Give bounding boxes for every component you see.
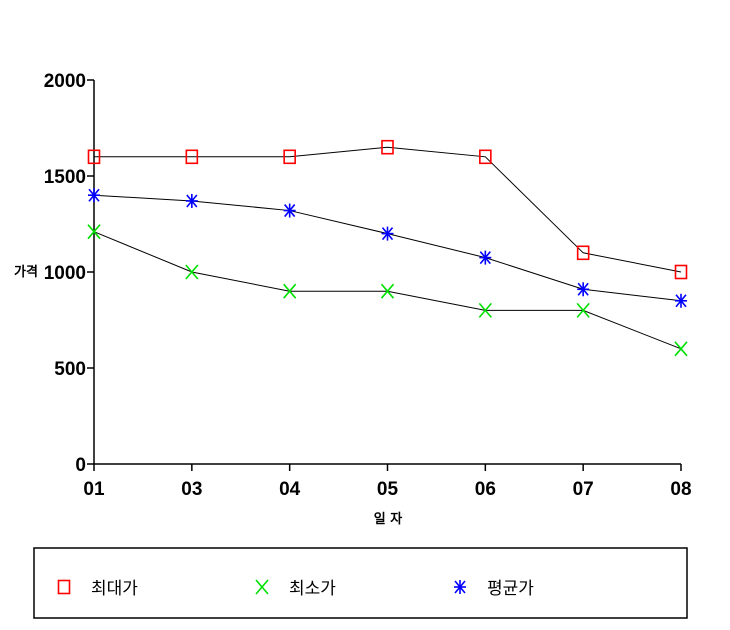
- data-point-marker: [576, 302, 590, 318]
- legend: 최대가 최소가 평균가: [33, 547, 688, 619]
- y-tick-label: 0: [75, 455, 86, 476]
- x-tick-label: 06: [475, 479, 496, 500]
- legend-marker: [454, 580, 466, 594]
- x-tick-label: 04: [279, 479, 301, 500]
- data-point-marker: [576, 245, 590, 261]
- x-tick-label: 08: [670, 479, 691, 500]
- y-tick-label: 1000: [44, 263, 86, 284]
- legend-items: 최대가 최소가 평균가: [57, 579, 534, 599]
- data-point-marker: [283, 283, 297, 299]
- y-tick-label: 1500: [44, 167, 86, 188]
- series-line: [93, 194, 682, 302]
- legend-marker: [57, 579, 71, 595]
- series-lines: [93, 146, 682, 350]
- legend-label: 최소가: [289, 579, 336, 599]
- data-point-marker: [87, 149, 101, 165]
- x-axis-title: 일 자: [374, 512, 402, 527]
- data-point-marker: [674, 341, 688, 357]
- axes: [93, 80, 681, 465]
- data-point-marker: [380, 283, 395, 299]
- data-point-marker: [674, 264, 688, 280]
- data-point-marker: [185, 264, 199, 280]
- data-point-marker: [381, 226, 394, 241]
- x-tick-label: 07: [573, 479, 594, 500]
- y-tick-label: 500: [54, 359, 86, 380]
- data-point-marker: [185, 193, 198, 208]
- data-point-marker: [87, 224, 101, 240]
- data-point-marker: [675, 293, 687, 308]
- data-point-marker: [283, 203, 296, 218]
- legend-item: 최소가: [255, 579, 336, 599]
- y-tick-label: 2000: [44, 71, 86, 92]
- x-tick-label: 03: [181, 479, 202, 500]
- data-point-marker: [283, 149, 296, 165]
- x-tick-label: 05: [377, 479, 399, 500]
- legend-item: 평균가: [454, 579, 534, 599]
- x-ticks: 01 03 04 05 06 07 08: [83, 464, 692, 500]
- series-markers: [87, 139, 688, 357]
- legend-label: 최대가: [91, 579, 138, 599]
- data-point-marker: [88, 188, 100, 203]
- data-point-marker: [479, 149, 492, 165]
- data-point-marker: [185, 149, 199, 165]
- y-axis-title: 가격: [14, 265, 38, 280]
- data-point-marker: [381, 139, 394, 155]
- y-ticks: 0 500 1000 1500 2000: [44, 71, 94, 476]
- series-line: [94, 146, 682, 273]
- legend-marker: [255, 579, 269, 595]
- data-point-marker: [479, 250, 492, 265]
- data-point-marker: [478, 302, 492, 318]
- data-point-marker: [577, 282, 590, 297]
- legend-label: 평균가: [487, 579, 534, 599]
- x-tick-label: 01: [83, 479, 105, 500]
- legend-box: [33, 547, 688, 619]
- legend-item: 최대가: [57, 579, 138, 599]
